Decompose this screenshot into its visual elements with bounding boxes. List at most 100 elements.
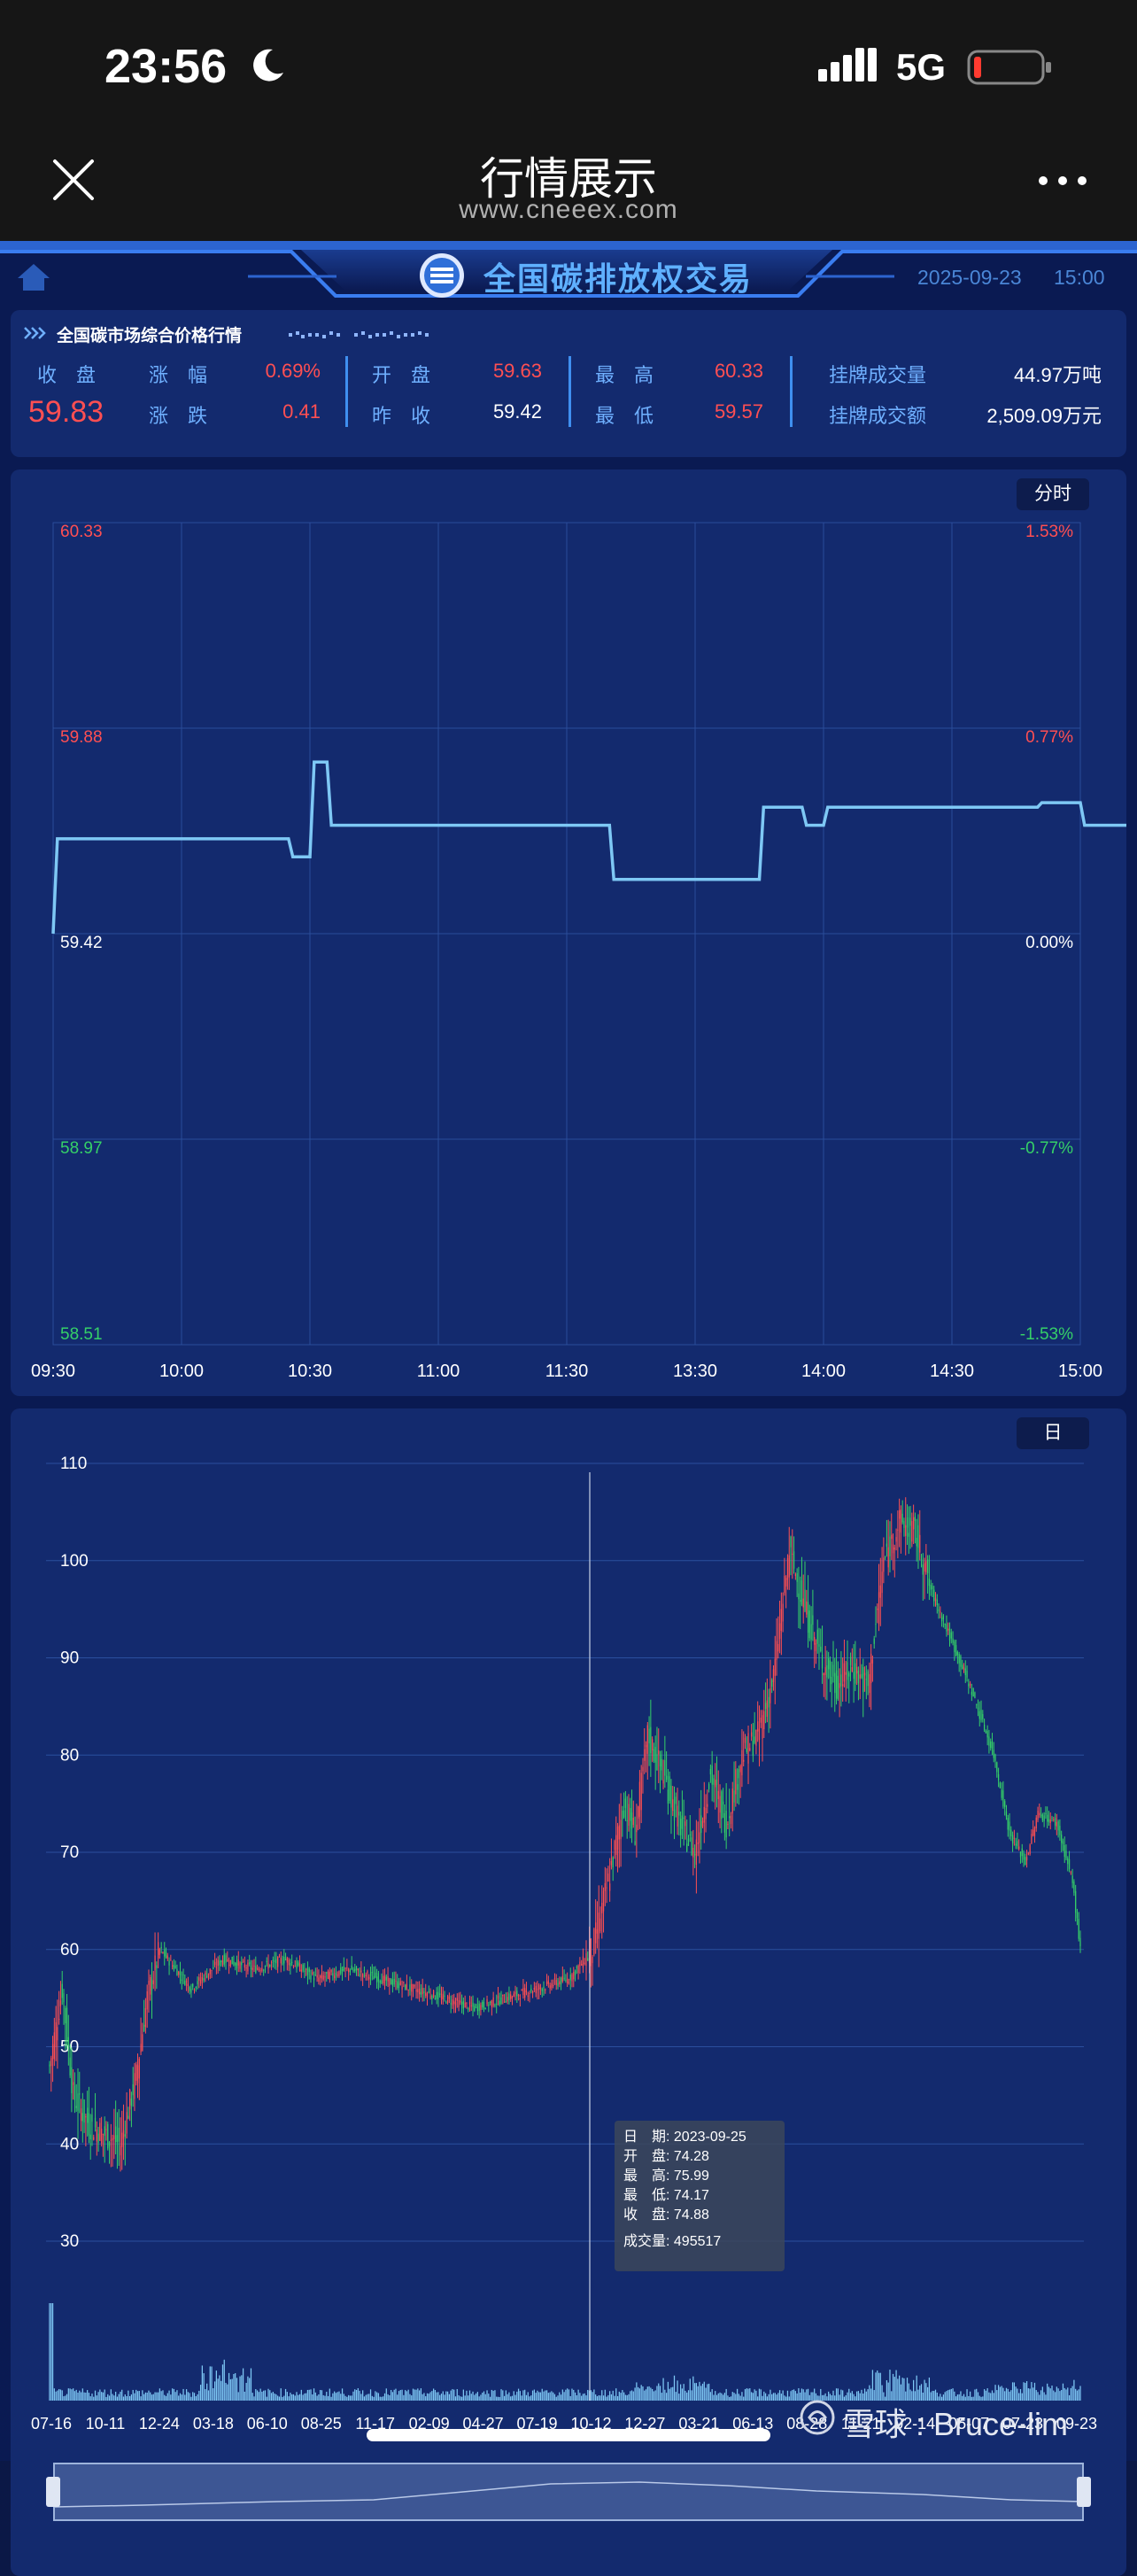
page-content: 全国碳排放权交易 2025-09-23 15:00 全国碳市场综合价格行情 收 … (0, 241, 1137, 2576)
candle-body (332, 1973, 334, 1976)
volume-bar (954, 2391, 955, 2401)
volume-bar (1021, 2393, 1023, 2401)
candle-body (785, 1578, 787, 1587)
volume-bar (678, 2394, 680, 2401)
candle-body (85, 2115, 87, 2118)
volume-bar (551, 2391, 553, 2401)
home-icon[interactable] (16, 262, 51, 292)
candle-body (1023, 1852, 1025, 1860)
moon-icon (250, 46, 287, 83)
candle-body (187, 1983, 190, 1986)
candle-body (57, 2027, 58, 2041)
candle-body (842, 1684, 844, 1687)
volume-bar (782, 2390, 784, 2401)
candle-body (409, 1984, 411, 1990)
volume-bar (500, 2389, 502, 2401)
volume-bar (887, 2382, 889, 2401)
volume-bar (329, 2388, 330, 2401)
volume-bar (522, 2390, 524, 2401)
candle-body (692, 1847, 694, 1858)
candle-body (444, 1995, 445, 1997)
volume-bar (171, 2388, 174, 2401)
volume-bar (1075, 2388, 1077, 2401)
candle-body (662, 1780, 664, 1784)
candle-body (466, 2002, 468, 2004)
volume-bar (298, 2394, 301, 2401)
home-indicator[interactable] (367, 2429, 770, 2441)
range-slider[interactable] (53, 2463, 1084, 2521)
candle-body (913, 1517, 915, 1530)
volume-bar (138, 2390, 140, 2401)
candle-body (1068, 1858, 1071, 1870)
volume-bar (686, 2392, 688, 2401)
volume-bar (835, 2388, 838, 2401)
volume-bar (729, 2396, 731, 2401)
x-tick-label: 10:30 (288, 1362, 332, 1381)
volume-bar (440, 2394, 443, 2401)
volume-bar (1076, 2390, 1079, 2401)
candle-body (533, 1987, 535, 1990)
candle-body (793, 1551, 795, 1569)
volume-bar (966, 2389, 968, 2401)
candle-body (681, 1815, 684, 1829)
y-tick-label: 40 (60, 2135, 79, 2153)
volume-bar (431, 2391, 433, 2401)
candle-body (300, 1969, 302, 1972)
volume-bar (636, 2382, 638, 2401)
volume-bar (612, 2390, 614, 2401)
more-icon[interactable] (1036, 172, 1089, 190)
candle-body (58, 2019, 60, 2021)
volume-bar (327, 2395, 329, 2401)
candle-body (132, 2084, 134, 2096)
candle-body (616, 1826, 619, 1851)
volume-bar (971, 2396, 973, 2401)
candle-body (105, 2129, 107, 2130)
volume-bar (192, 2392, 194, 2401)
volume-bar (349, 2395, 352, 2401)
volume-bar (530, 2395, 532, 2401)
candle-body (500, 1997, 502, 2004)
volume-bar (154, 2392, 156, 2401)
volume-bar (215, 2370, 217, 2401)
candle-body (108, 2141, 111, 2146)
candle-body (425, 1992, 427, 1997)
candle-body (623, 1810, 625, 1818)
candle-body (994, 1754, 996, 1761)
volume-bar (237, 2392, 239, 2401)
candle-body (1051, 1818, 1053, 1819)
volume-bar (211, 2366, 213, 2401)
x-tick-label: 02-09 (409, 2415, 450, 2432)
volume-bar (549, 2392, 551, 2401)
volume-bar (470, 2394, 472, 2401)
volume-bar (304, 2393, 306, 2401)
volume-bar (274, 2393, 275, 2401)
volume-bar (763, 2391, 765, 2401)
range-handle-right[interactable] (1077, 2477, 1091, 2507)
candle-body (857, 1670, 860, 1684)
candle-body (972, 1688, 974, 1697)
candle-body (255, 1966, 257, 1974)
candle-body (678, 1812, 680, 1816)
x-tick-label: 12-24 (139, 2415, 180, 2432)
candle-body (630, 1812, 633, 1829)
candle-body (385, 1976, 387, 1981)
volume-bar (744, 2389, 746, 2401)
volume-bar (754, 2389, 755, 2401)
candle-body (606, 1887, 607, 1889)
intraday-period-button[interactable]: 分时 (1017, 478, 1089, 510)
volume-bar (870, 2388, 872, 2401)
candle-body (545, 1981, 548, 1984)
volume-bar (596, 2396, 599, 2401)
daily-period-button[interactable]: 日 (1017, 1417, 1089, 1449)
candle-body (640, 1773, 642, 1811)
candle-body (1004, 1801, 1006, 1807)
volume-bar (488, 2394, 490, 2401)
candle-body (1071, 1875, 1073, 1883)
volume-bar (182, 2388, 184, 2401)
volume-bar (802, 2389, 804, 2401)
volume-bar (1040, 2390, 1042, 2401)
volume-bar (760, 2389, 762, 2401)
range-handle-left[interactable] (46, 2477, 60, 2507)
candle-body (624, 1798, 627, 1808)
close-icon[interactable] (51, 158, 96, 202)
